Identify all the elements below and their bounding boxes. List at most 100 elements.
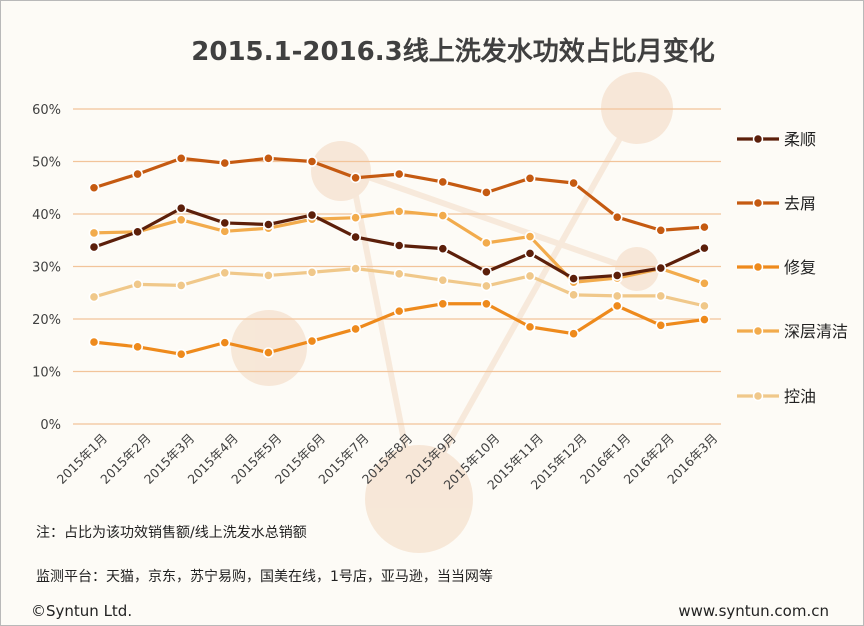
data-point (611, 211, 623, 223)
data-point (655, 262, 667, 274)
data-point (219, 157, 231, 169)
y-tick-label: 30% (32, 261, 61, 276)
data-point (437, 176, 449, 188)
data-point (393, 205, 405, 217)
data-point (393, 305, 405, 317)
data-point (350, 172, 361, 184)
data-point (306, 156, 318, 167)
note-platforms: 监测平台：天猫，京东，苏宁易购，国美在线，1号店，亚马逊，当当网等 (36, 569, 493, 585)
data-point (88, 182, 100, 194)
chart-title: 2015.1-2016.3线上洗发水功效占比月变化 (191, 36, 714, 67)
data-point (132, 278, 143, 290)
data-point (699, 314, 710, 325)
data-point (568, 273, 579, 284)
data-point (350, 263, 361, 274)
legend-marker (752, 261, 764, 273)
decor-circle (601, 72, 673, 144)
data-point (350, 323, 361, 335)
data-point (88, 227, 100, 239)
data-point (611, 300, 623, 312)
data-point (437, 210, 449, 221)
data-point (132, 168, 143, 180)
website: www.syntun.com.cn (678, 602, 829, 620)
grid (73, 108, 721, 425)
legend-item: 修复 (737, 258, 816, 277)
y-tick-label: 60% (32, 103, 61, 118)
data-point (306, 209, 318, 221)
data-point (175, 348, 187, 360)
data-point (524, 231, 536, 242)
data-point (262, 152, 274, 164)
data-point (611, 290, 623, 302)
y-tick-label: 50% (32, 156, 61, 171)
data-point (568, 289, 579, 301)
data-point (480, 280, 492, 292)
data-point (568, 177, 579, 189)
data-point (699, 242, 710, 254)
data-point (306, 266, 318, 278)
data-point (699, 300, 710, 312)
legend-marker (752, 390, 764, 402)
y-axis: 0% 10% 20% 30% 40% 50% 60% (32, 103, 61, 433)
legend-marker (752, 197, 764, 209)
legend-marker (752, 325, 764, 337)
data-point (437, 274, 449, 286)
data-point (306, 335, 318, 347)
data-point (219, 337, 231, 349)
data-point (699, 221, 710, 233)
y-tick-label: 0% (40, 418, 61, 433)
legend-item: 深层清洁 (737, 322, 848, 341)
data-point (350, 212, 361, 224)
data-point (175, 152, 187, 164)
data-point (524, 172, 536, 184)
legend-label: 深层清洁 (784, 322, 848, 341)
data-point (524, 247, 536, 259)
legend-label: 修复 (784, 258, 816, 277)
data-point (219, 267, 231, 279)
data-point (175, 202, 187, 214)
background-decoration (231, 72, 673, 553)
data-point (88, 336, 100, 348)
data-point (480, 298, 492, 310)
data-point (88, 291, 100, 303)
data-point (655, 224, 667, 236)
data-point (175, 214, 187, 226)
data-point (655, 290, 667, 302)
data-point (437, 243, 449, 255)
decor-circle (615, 247, 659, 291)
data-point (393, 240, 405, 251)
data-point (480, 266, 492, 278)
legend-item: 柔顺 (737, 130, 816, 149)
data-point (393, 268, 405, 280)
data-point (480, 237, 492, 249)
series-控油 (88, 263, 710, 312)
data-point (437, 298, 449, 310)
series-去屑 (88, 152, 710, 236)
series-柔顺 (88, 202, 710, 284)
legend-label: 去屑 (784, 194, 816, 213)
data-point (262, 219, 274, 230)
y-tick-label: 20% (32, 313, 61, 328)
data-point (524, 270, 536, 282)
data-point (699, 277, 710, 289)
data-point (88, 241, 100, 253)
data-point (132, 226, 143, 238)
data-point (262, 347, 274, 358)
series-修复 (88, 298, 710, 360)
data-point (219, 217, 231, 229)
legend-label: 柔顺 (784, 130, 816, 149)
decor-circle (365, 445, 473, 553)
data-point (132, 341, 143, 353)
y-tick-label: 10% (32, 366, 61, 381)
legend-label: 控油 (784, 387, 816, 406)
copyright: ©Syntun Ltd. (31, 602, 133, 620)
data-point (655, 319, 667, 331)
legend-item: 控油 (737, 387, 816, 406)
data-point (175, 279, 187, 291)
legend-item: 去屑 (737, 194, 816, 213)
y-tick-label: 40% (32, 208, 61, 223)
note-ratio-definition: 注：占比为该功效销售额/线上洗发水总销额 (36, 525, 307, 541)
